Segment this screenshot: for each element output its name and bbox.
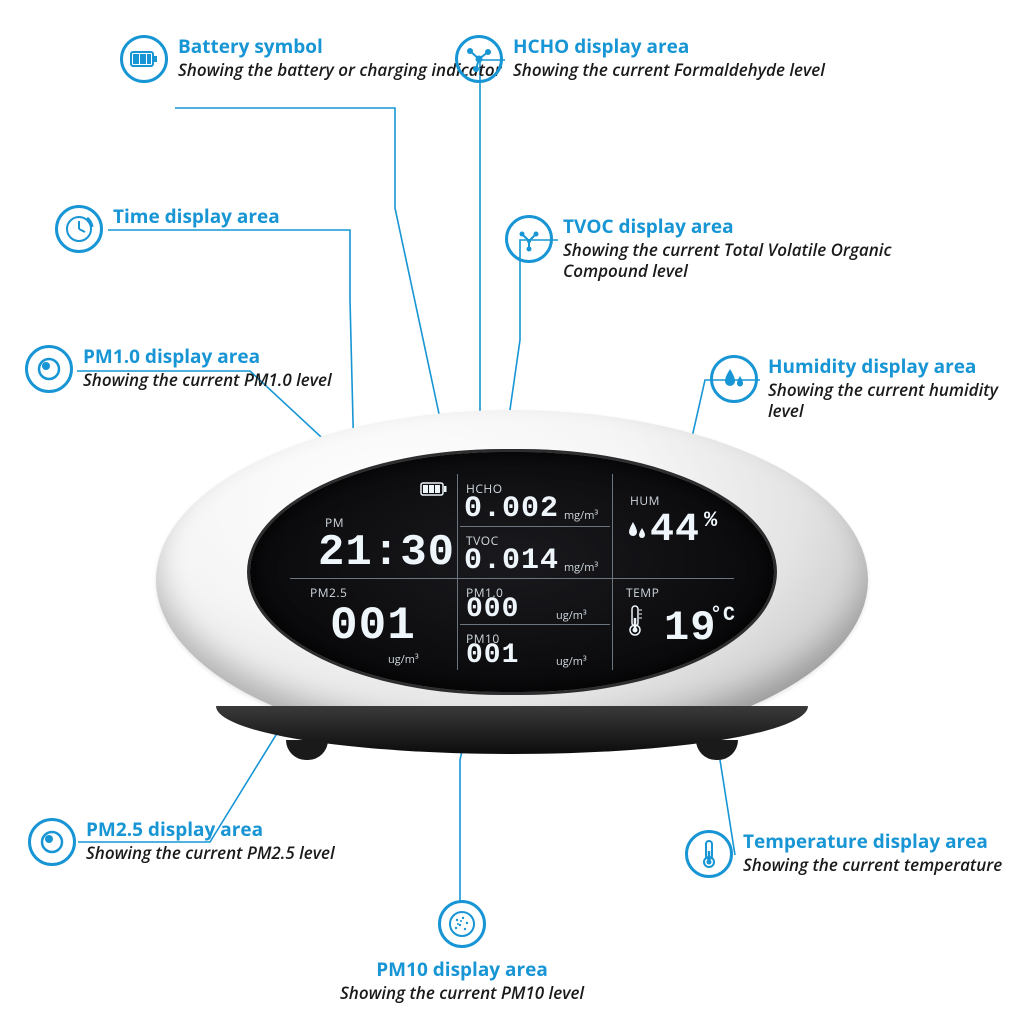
callout-title: Battery symbol [178, 35, 502, 59]
callout-title: PM2.5 display area [86, 818, 335, 842]
callout-title: TVOC display area [563, 215, 945, 239]
tvoc-unit: mg/m³ [564, 560, 598, 575]
air-quality-device: PM 21:30 HCHO 0.002 mg/m³ TVOC 0.014 mg/… [156, 410, 868, 750]
callout-time: Time display area [55, 205, 280, 253]
pm1-value: 000 [466, 594, 519, 625]
callout-desc: Showing the current PM10 level [340, 982, 584, 1003]
callout-desc: Showing the current PM2.5 level [86, 842, 335, 863]
callout-hcho: HCHO display area Showing the current Fo… [455, 35, 825, 83]
callout-title: Time display area [113, 205, 280, 229]
droplet-icon [710, 355, 758, 403]
molecule-small-icon [505, 215, 553, 263]
thermometer-screen-icon [628, 604, 644, 638]
temp-unit: °C [710, 604, 736, 627]
callout-desc: Showing the current Total Volatile Organ… [563, 239, 945, 282]
pm25-value: 001 [330, 600, 416, 652]
pm1-unit: ug/m³ [556, 608, 587, 623]
device-screen: PM 21:30 HCHO 0.002 mg/m³ TVOC 0.014 mg/… [250, 452, 774, 692]
temp-label: TEMP [626, 584, 659, 601]
callout-pm25: PM2.5 display area Showing the current P… [28, 818, 335, 866]
callout-tvoc: TVOC display area Showing the current To… [505, 215, 945, 281]
molecule-icon [455, 35, 503, 83]
battery-icon [120, 35, 168, 83]
hum-value: 44 [650, 508, 700, 553]
time-value: 21:30 [318, 528, 455, 578]
temp-value: 19 [664, 604, 716, 652]
callout-desc: Showing the current temperature [743, 854, 1002, 875]
callout-desc: Showing the current PM1.0 level [83, 369, 332, 390]
callout-pm1: PM1.0 display area Showing the current P… [25, 345, 332, 393]
hum-unit: % [704, 508, 718, 533]
dust-icon [438, 900, 486, 948]
hcho-unit: mg/m³ [564, 508, 598, 523]
pm10-value: 001 [466, 640, 519, 671]
callout-temperature: Temperature display area Showing the cur… [685, 830, 1002, 878]
hcho-value: 0.002 [464, 492, 559, 526]
thermometer-icon [685, 830, 733, 878]
callout-desc: Showing the current Formaldehyde level [513, 59, 825, 80]
tvoc-value: 0.014 [464, 544, 559, 578]
callout-pm10: PM10 display area Showing the current PM… [340, 900, 584, 1003]
callout-title: Humidity display area [768, 355, 1024, 379]
callout-battery: Battery symbol Showing the battery or ch… [120, 35, 502, 83]
callout-desc: Showing the battery or charging indicato… [178, 59, 502, 80]
humidity-drop-icon [626, 520, 648, 542]
pm25-unit: ug/m³ [388, 652, 419, 667]
particle-icon [25, 345, 73, 393]
particle-icon [28, 818, 76, 866]
callout-title: PM1.0 display area [83, 345, 332, 369]
callout-title: HCHO display area [513, 35, 825, 59]
pm10-unit: ug/m³ [556, 654, 587, 669]
callout-title: PM10 display area [376, 958, 548, 982]
battery-status-icon [420, 482, 448, 496]
hum-label: HUM [630, 492, 660, 509]
clock-icon [55, 205, 103, 253]
callout-title: Temperature display area [743, 830, 1002, 854]
pm25-label: PM2.5 [310, 584, 347, 601]
